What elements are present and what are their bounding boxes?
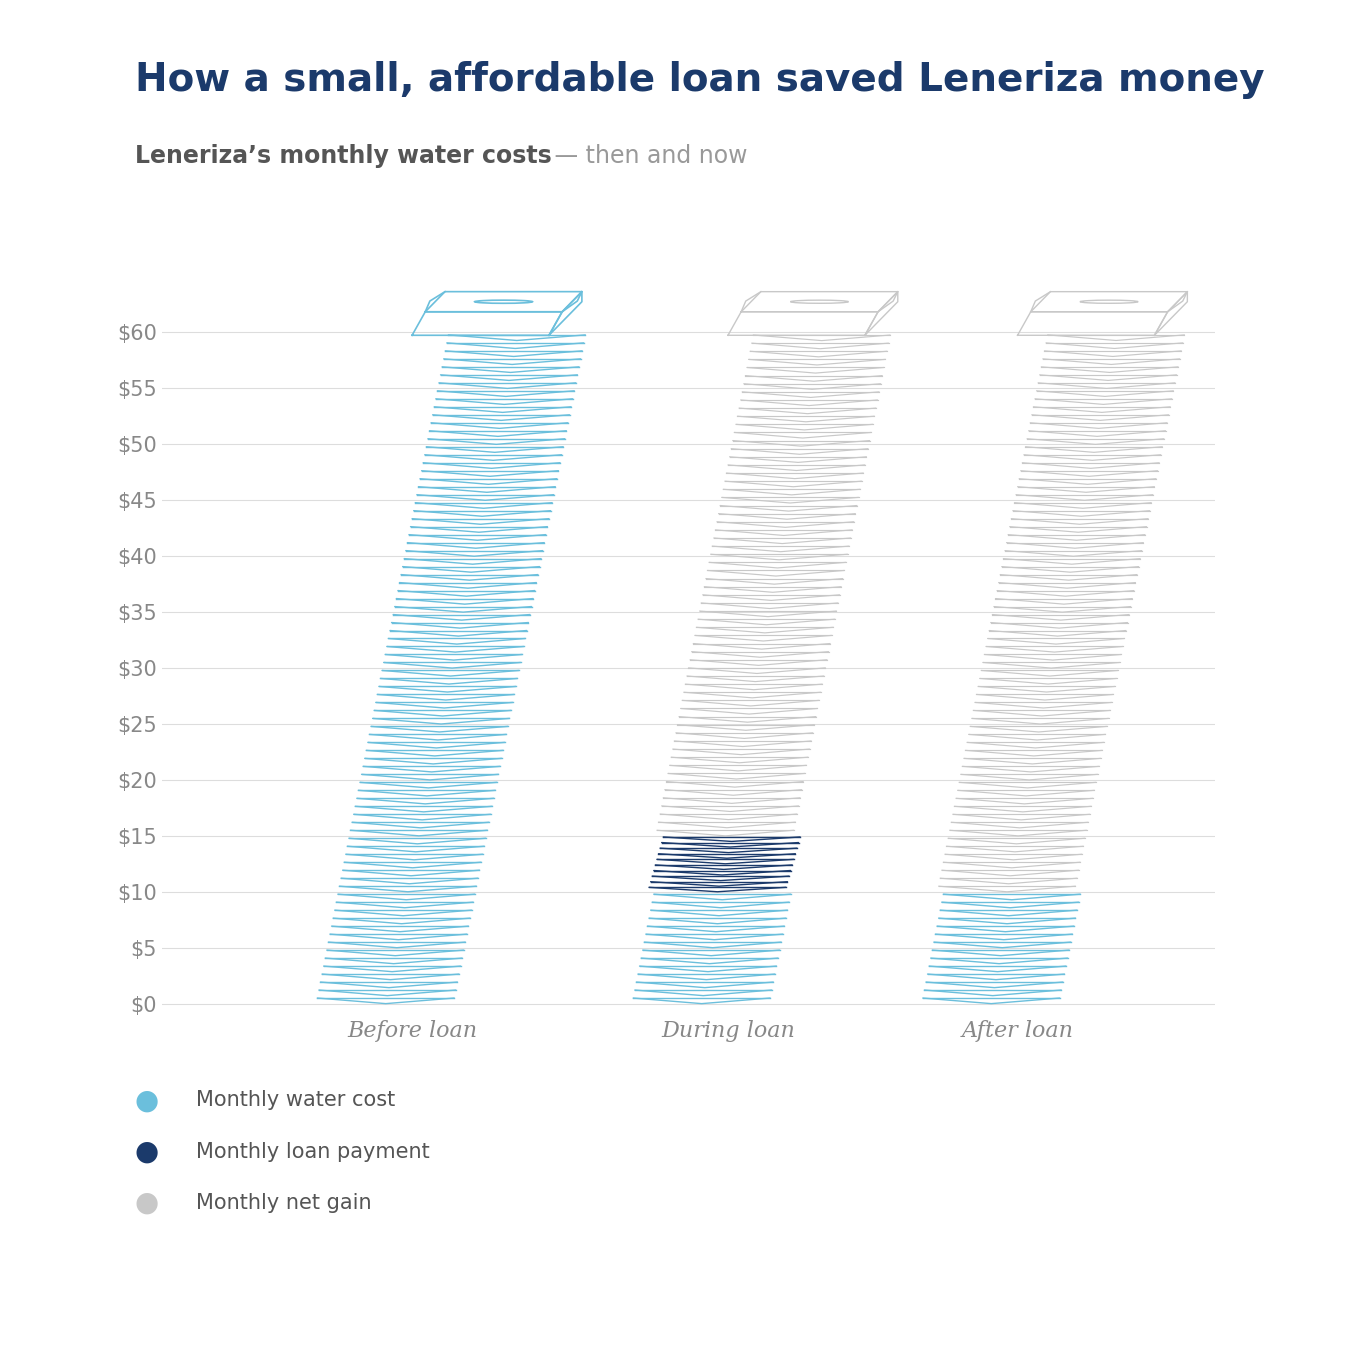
Text: After loan: After loan [961,1021,1073,1042]
Text: Monthly loan payment: Monthly loan payment [196,1142,429,1161]
Text: — then and now: — then and now [547,144,748,169]
Text: Leneriza’s monthly water costs: Leneriza’s monthly water costs [135,144,552,169]
Text: Before loan: Before loan [347,1021,477,1042]
Text: ●: ● [135,1189,159,1216]
Text: ●: ● [135,1087,159,1114]
Text: Monthly water cost: Monthly water cost [196,1091,396,1110]
Text: Monthly net gain: Monthly net gain [196,1193,371,1212]
Text: How a small, affordable loan saved Leneriza money: How a small, affordable loan saved Lener… [135,61,1265,99]
Text: During loan: During loan [662,1021,795,1042]
Text: ●: ● [135,1138,159,1165]
